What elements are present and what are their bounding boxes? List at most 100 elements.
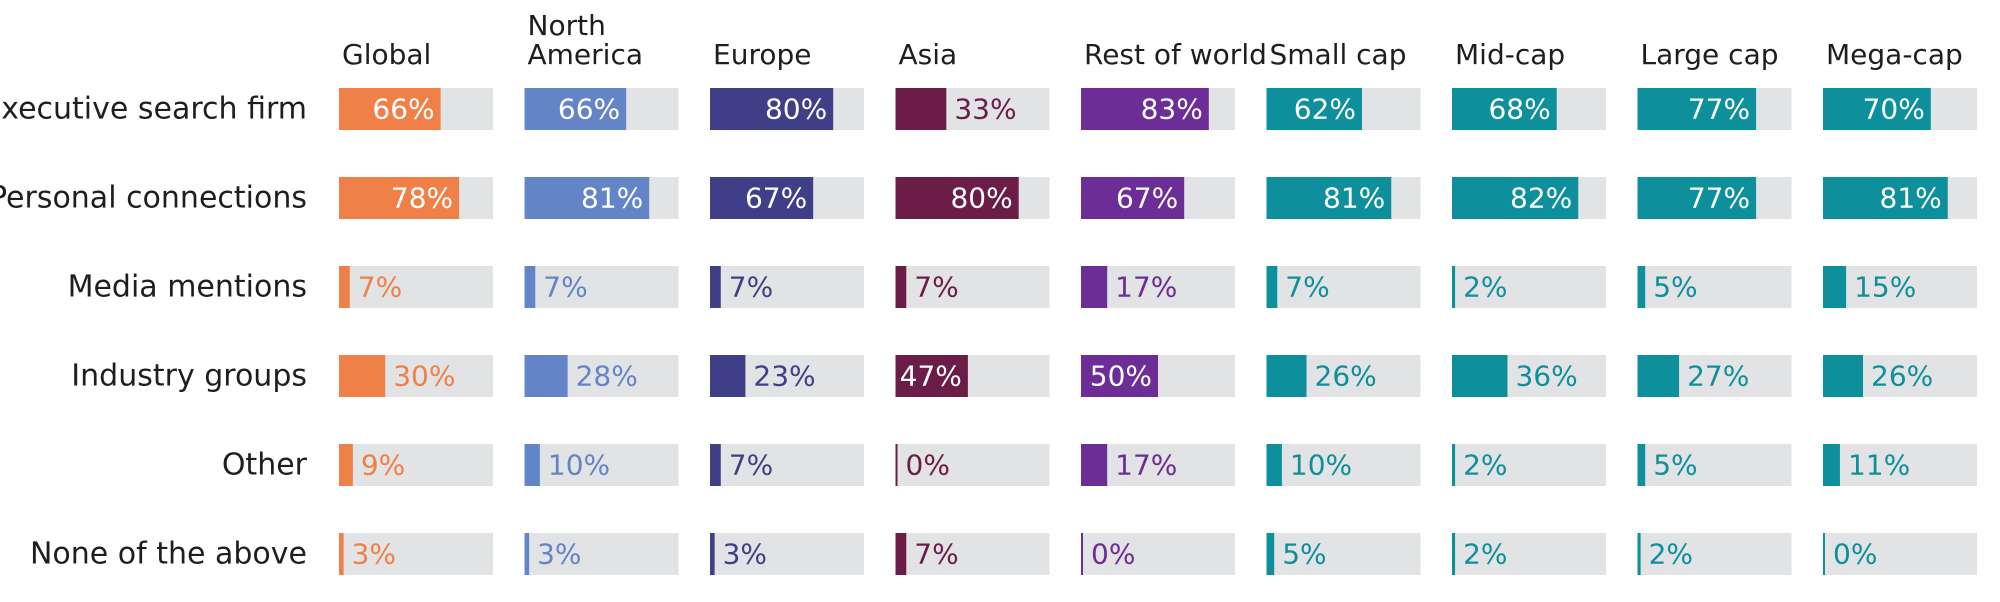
column-header-6-line-0: Mid-cap [1455,38,1565,71]
bar [1081,533,1083,575]
value-label: 67% [1116,182,1178,215]
bar-track [1637,444,1792,486]
bar [1823,355,1864,397]
value-label: 83% [1141,93,1203,126]
value-label: 23% [753,360,815,393]
bar [710,88,834,130]
bar-grid: 66% 78% 7% 30% 9% 3% 66% 81% 7% 28% 10% 3% 80% 67% 7% 2… [339,88,1977,575]
bar [1266,266,1278,308]
value-label: 62% [1294,93,1356,126]
bar [1823,533,1825,575]
bar [1823,266,1847,308]
bar [1081,266,1108,308]
bar-track [1266,266,1421,308]
column-header-1-line-1: America [528,38,644,71]
bar [895,177,1019,219]
value-label: 2% [1463,449,1507,482]
bar [1266,355,1307,397]
value-label: 33% [954,93,1016,126]
bar-track [895,444,1050,486]
bar [1823,444,1840,486]
row-label-1: Personal connections [0,181,307,216]
value-label: 2% [1463,538,1507,571]
row-label-3: Industry groups [71,359,307,394]
value-label: 36% [1515,360,1577,393]
value-label: 3% [723,538,767,571]
bar-track [1081,533,1235,575]
bar [339,444,353,486]
bar-track [1266,533,1421,575]
value-label: 82% [1510,182,1572,215]
value-label: 67% [745,182,807,215]
value-label: 7% [914,538,958,571]
bar [1266,444,1282,486]
value-label: 5% [1653,271,1697,304]
bar [1452,355,1508,397]
value-label: 70% [1863,93,1925,126]
value-label: 47% [900,360,962,393]
bar-track [339,444,493,486]
bar [1637,177,1757,219]
bar [1081,355,1158,397]
bar [1823,177,1948,219]
column-header-3-line-0: Asia [899,38,958,71]
bar-track [1266,444,1421,486]
bar-track [524,533,679,575]
bar [339,533,344,575]
bar [1266,177,1392,219]
row-label-0: Executive search firm [0,92,307,127]
value-label: 28% [576,360,638,393]
bar [895,88,947,130]
value-label: 10% [548,449,610,482]
bar [1452,533,1456,575]
value-label: 78% [391,182,453,215]
bar-track [1823,444,1977,486]
bar [1637,88,1757,130]
bar [339,177,460,219]
column-header-0-line-0: Global [342,38,431,71]
value-label: 0% [1833,538,1877,571]
value-label: 77% [1688,182,1750,215]
bar-track [1452,533,1606,575]
value-label: 17% [1115,449,1177,482]
bar-track [339,533,493,575]
column-header-2-line-0: Europe [713,38,811,71]
bar-track [710,266,864,308]
value-label: 3% [537,538,581,571]
bar [339,266,350,308]
bar-track [1452,444,1606,486]
bar [1266,533,1275,575]
value-label: 0% [1091,538,1135,571]
bar [1452,177,1579,219]
bar [524,177,650,219]
value-label: 7% [358,271,402,304]
value-label: 10% [1290,449,1352,482]
bar [710,266,721,308]
value-label: 0% [906,449,950,482]
value-label: 27% [1687,360,1749,393]
value-label: 3% [352,538,396,571]
value-label: 7% [914,271,958,304]
value-label: 9% [361,449,405,482]
bar-track [1452,266,1606,308]
bar [895,444,898,486]
value-label: 2% [1649,538,1693,571]
value-label: 80% [950,182,1012,215]
column-header-4-line-0: Rest of world [1084,38,1267,71]
value-label: 81% [1323,182,1385,215]
bar [1081,88,1209,130]
value-label: 66% [372,93,434,126]
bar [524,533,530,575]
bar [524,355,568,397]
value-label: 17% [1115,271,1177,304]
bar [1452,88,1557,130]
bar [710,177,814,219]
value-label: 30% [393,360,455,393]
bar [339,355,386,397]
bar [1637,444,1646,486]
value-label: 81% [581,182,643,215]
bar [710,444,721,486]
bar [524,88,627,130]
bar [524,444,540,486]
